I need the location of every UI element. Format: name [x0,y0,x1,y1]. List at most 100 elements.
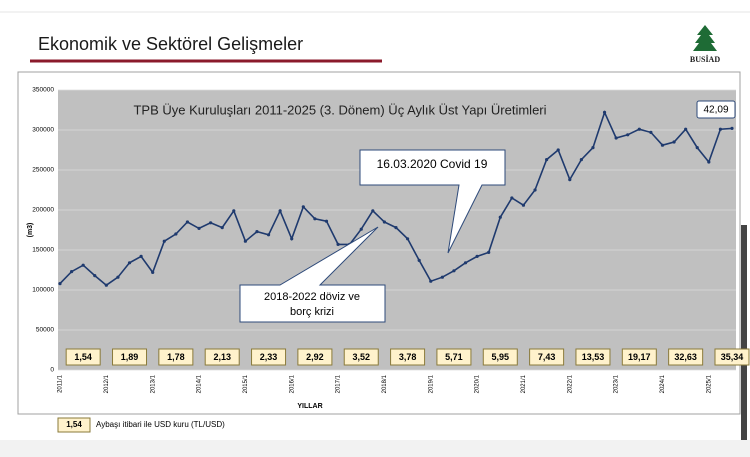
x-tick-label: 2023/1 [614,374,620,393]
callout-covid [359,149,506,254]
data-point [591,146,595,150]
legend-rate: 1,54 [66,420,82,429]
legend-label: Aybaşı itibari ile USD kuru (TL/USD) [96,420,225,429]
rate-box [158,348,194,366]
data-point [359,227,363,231]
data-point [602,110,607,114]
data-point [255,230,259,234]
latest-rate-box [696,100,736,119]
data-point [81,263,85,267]
data-point [382,220,387,224]
data-point [162,239,166,243]
rate-label: 1,78 [167,352,185,362]
x-tick-label: 2016/1 [289,374,295,393]
y-tick-label: 350000 [32,87,54,94]
data-point [556,148,560,152]
y-tick-label: 300000 [32,127,54,134]
data-point [313,217,317,221]
rate-box [297,348,333,366]
y-tick-label: 150000 [32,247,54,254]
x-tick-label: 2013/1 [150,374,156,393]
data-point [185,220,190,224]
rate-label: 1,54 [74,352,92,362]
data-point [266,233,271,237]
data-point [324,219,329,223]
callouts: 16.03.2020 Covid 19 2018-2022 döviz ve b… [239,149,506,323]
data-point [718,127,723,131]
data-point [452,269,456,273]
rate-label: 2,33 [260,352,278,362]
rate-box [529,348,565,366]
data-point [440,275,444,279]
data-point [197,226,201,230]
rate-label: 5,71 [445,352,463,362]
y-tick-label: 250000 [32,167,54,174]
rate-box [204,348,240,366]
callout-crisis-text: 2018-2022 döviz ve [264,291,360,303]
data-point [220,226,224,230]
rate-box [112,348,148,366]
data-point [127,261,132,265]
rate-label: 3,52 [352,352,370,362]
rate-box [482,348,518,366]
data-point [290,237,294,241]
y-tick-label: 200000 [32,207,54,214]
y-tick-label: 50000 [36,327,54,334]
x-tick-label: 2021/1 [521,374,527,393]
logo: BUSİAD [690,25,720,64]
data-point [521,203,526,207]
data-point [232,209,236,213]
logo-tree [693,25,717,51]
rate-box [390,348,426,366]
data-point [660,143,665,147]
data-point [336,242,340,246]
data-point [510,196,514,200]
data-point [243,239,247,243]
x-tick-label: 2024/1 [660,374,666,393]
data-point [498,215,502,219]
rate-label: 2,13 [213,352,231,362]
chart-title: TPB Üye Kuruluşları 2011-2025 (3. Dönem)… [133,102,546,117]
data-point [139,254,143,258]
data-point [626,133,630,137]
x-tick-label: 2025/1 [706,374,712,393]
rate-label: 1,89 [121,352,139,362]
logo-text: BUSİAD [690,54,720,64]
data-point [672,140,676,144]
data-point [371,209,375,213]
data-point [405,237,410,241]
rate-label: 7,43 [538,352,556,362]
y-tick-label: 100000 [32,287,54,294]
data-point [568,178,572,182]
data-point [394,226,398,230]
rate-label: 5,95 [492,352,510,362]
x-tick-label: 2018/1 [382,374,388,393]
rate-box [575,348,611,366]
data-point [637,127,641,131]
data-point [649,130,653,134]
x-tick-label: 2020/1 [475,374,481,393]
rate-box [714,348,750,366]
legend-box [57,417,91,433]
data-point [174,232,178,236]
data-point [487,250,491,254]
rate-label: 32,63 [674,352,697,362]
callout-crisis-text: borç krizi [290,306,334,318]
data-point [58,282,62,286]
x-tick-label: 2022/1 [567,374,573,393]
data-point [278,209,282,213]
rate-label: 35,34 [721,352,744,362]
rate-label: 2,92 [306,352,324,362]
data-point [730,126,734,130]
rate-box [621,348,657,366]
x-axis-label: YILLAR [297,403,322,410]
x-tick-label: 2014/1 [197,374,203,393]
callout-crisis [239,226,386,323]
rate-box [343,348,379,366]
rate-box [65,348,101,366]
data-point [93,274,97,278]
data-point [614,136,618,140]
data-point [475,254,479,258]
